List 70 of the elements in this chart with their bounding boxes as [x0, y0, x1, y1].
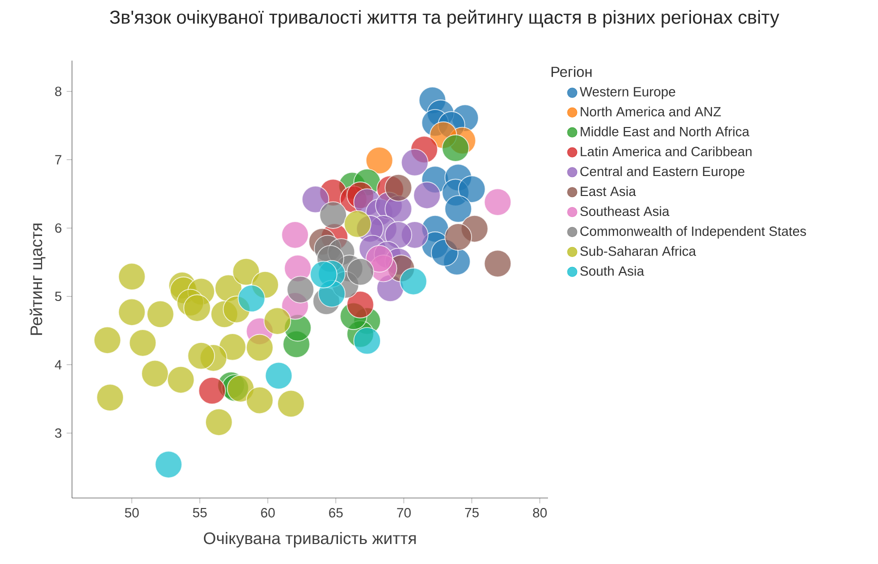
point — [346, 258, 374, 286]
point — [154, 450, 182, 478]
point — [302, 186, 330, 214]
point — [246, 334, 274, 362]
legend-label: Western Europe — [580, 87, 676, 100]
point — [96, 384, 124, 412]
point — [238, 284, 266, 312]
point — [444, 223, 472, 251]
y-tick-label: 7 — [55, 155, 62, 164]
point — [205, 408, 233, 436]
point — [384, 221, 412, 249]
point — [187, 342, 215, 370]
point — [400, 148, 428, 176]
point — [183, 294, 211, 322]
point — [442, 134, 470, 162]
point — [366, 146, 394, 174]
point — [484, 188, 512, 216]
point — [346, 290, 374, 318]
point — [167, 366, 195, 394]
x-tick-label: 50 — [124, 508, 139, 518]
legend-label: South Asia — [580, 266, 644, 276]
point — [353, 327, 381, 355]
x-tick-label: 55 — [192, 508, 207, 518]
point — [319, 201, 347, 229]
chart-title: Зв'язок очікуваної тривалості життя та рейтингу щастя в різних регіонах світу — [110, 10, 780, 28]
point — [118, 298, 146, 326]
y-axis-title: Рейтинг щастя — [30, 224, 46, 335]
x-axis-title: Очікувана тривалість життя — [204, 532, 416, 548]
legend-label: Middle East and North Africa — [580, 126, 750, 136]
point — [400, 268, 428, 296]
point — [286, 276, 314, 304]
point — [484, 250, 512, 278]
point — [344, 210, 372, 238]
x-tick-label: 70 — [397, 508, 411, 518]
y-tick-label: 3 — [55, 428, 62, 438]
x-tick-label: 65 — [329, 508, 343, 518]
y-tick-label: 4 — [54, 360, 62, 370]
point — [413, 182, 441, 210]
legend-label: East Asia — [580, 186, 636, 196]
y-tick-label: 5 — [55, 292, 62, 302]
legend-label: Southeast Asia — [580, 206, 670, 216]
point — [94, 326, 122, 354]
point — [141, 360, 169, 388]
point — [458, 175, 486, 203]
legend-label: Commonwealth of Independent States — [580, 226, 806, 239]
point — [384, 174, 412, 202]
point — [264, 307, 292, 335]
point — [264, 362, 292, 390]
point — [226, 374, 254, 402]
point — [277, 390, 305, 418]
x-tick-label: 75 — [465, 508, 479, 518]
x-tick-label: 60 — [261, 508, 275, 518]
legend-label: Latin America and Caribbean — [580, 146, 752, 156]
legend-title: Регіон — [552, 66, 592, 78]
point — [281, 221, 309, 249]
point — [146, 300, 174, 328]
point — [310, 260, 338, 288]
legend-label: Sub-Saharan Africa — [580, 246, 696, 256]
point — [246, 386, 274, 414]
y-tick-label: 8 — [55, 86, 62, 96]
point — [198, 376, 226, 404]
point — [232, 258, 260, 286]
x-tick-label: 80 — [533, 508, 547, 518]
point — [444, 195, 472, 223]
legend-label: Central and Eastern Europe — [580, 166, 744, 179]
y-tick-label: 6 — [55, 223, 62, 233]
point — [118, 262, 146, 290]
legend-label: North America and ANZ — [580, 106, 721, 116]
point — [366, 245, 394, 273]
point — [128, 329, 156, 357]
